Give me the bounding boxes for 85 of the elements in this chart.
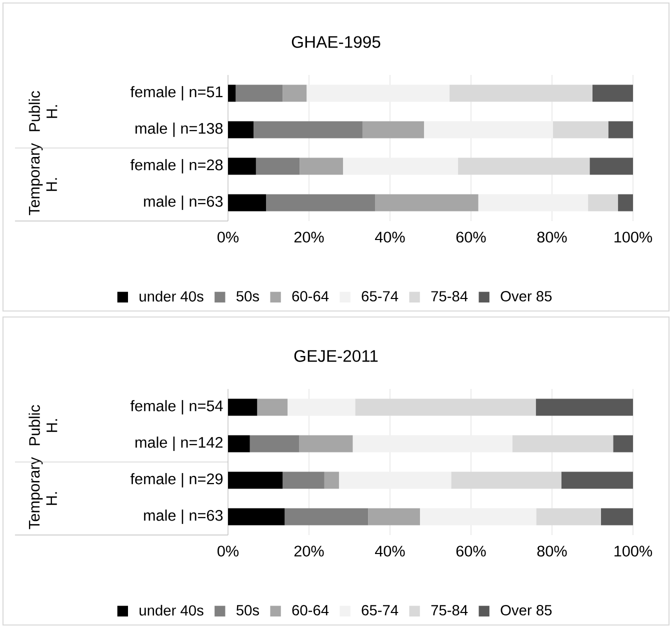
bar xyxy=(256,158,300,175)
legend-label: Over 85 xyxy=(500,291,552,302)
x-tick-label: 20% xyxy=(294,232,324,243)
bar xyxy=(228,121,254,138)
y-tick-label: female | n=51 xyxy=(130,86,223,100)
bar xyxy=(552,121,608,138)
legend-label: 65-74 xyxy=(362,605,398,616)
x-tick-label: 80% xyxy=(537,232,567,243)
bar xyxy=(284,508,368,526)
bar xyxy=(536,398,633,416)
bar xyxy=(228,435,250,452)
bar xyxy=(362,121,424,138)
bar xyxy=(306,84,450,102)
bar xyxy=(592,84,633,102)
y-tick-label: female | n=29 xyxy=(130,473,223,488)
bar xyxy=(257,398,288,416)
bar xyxy=(588,194,618,212)
bar xyxy=(228,398,258,416)
bar xyxy=(228,194,266,212)
legend-label: 50s xyxy=(236,291,260,302)
legend-label: 60-64 xyxy=(292,605,329,616)
bar xyxy=(288,398,356,416)
bar xyxy=(338,472,452,489)
bar xyxy=(254,121,362,138)
bar xyxy=(228,84,236,102)
text: Public H. xyxy=(28,91,58,132)
y-tick-label: male | n=63 xyxy=(144,196,223,210)
bar xyxy=(458,158,590,175)
bar xyxy=(451,472,562,489)
x-tick-label: 100% xyxy=(614,232,652,243)
legend-label: Over 85 xyxy=(500,605,552,616)
legend-label: 65-74 xyxy=(362,291,398,302)
bar xyxy=(228,158,256,175)
y-tick-label: female | n=28 xyxy=(130,159,223,174)
bar xyxy=(343,158,458,175)
bar xyxy=(228,508,285,526)
bar xyxy=(450,84,592,102)
bar xyxy=(266,194,376,212)
text: Temporary H. xyxy=(28,143,57,216)
y-tick-label: male | n=138 xyxy=(136,122,223,137)
bar xyxy=(613,435,633,452)
chart-title: GEJE-2011 xyxy=(294,350,378,362)
bar xyxy=(601,508,633,526)
bar xyxy=(478,194,588,212)
x-tick-label: 60% xyxy=(456,546,486,557)
x-tick-label: 80% xyxy=(537,546,567,557)
bar xyxy=(324,472,339,489)
legend-label: 75-84 xyxy=(431,291,468,302)
bar xyxy=(282,472,324,489)
bar xyxy=(250,435,300,452)
legend-label: under 40s xyxy=(140,604,204,616)
bar xyxy=(375,194,478,212)
bar xyxy=(236,84,283,102)
x-tick-label: 100% xyxy=(614,546,652,557)
bar xyxy=(536,508,602,526)
bar xyxy=(352,435,512,452)
chart-title: GHAE-1995 xyxy=(292,36,380,48)
bar xyxy=(561,472,633,489)
bar xyxy=(608,121,633,138)
x-tick-label: 0% xyxy=(218,546,239,557)
bar xyxy=(228,472,283,489)
legend-label: under 40s xyxy=(140,290,204,302)
legend-label: 60-64 xyxy=(292,291,329,302)
text: Public H. xyxy=(28,405,58,446)
bar xyxy=(299,435,353,452)
bar xyxy=(420,508,536,526)
y-tick-label: male | n=142 xyxy=(136,436,222,451)
x-tick-label: 40% xyxy=(375,232,405,243)
bar xyxy=(618,194,633,212)
x-tick-label: 60% xyxy=(456,232,486,243)
x-tick-label: 20% xyxy=(294,546,324,557)
bar xyxy=(300,158,344,175)
text: Temporary H. xyxy=(28,457,57,530)
y-tick-label: male | n=63 xyxy=(144,510,223,524)
bar xyxy=(512,435,614,452)
y-tick-label: female | n=54 xyxy=(130,400,223,414)
x-tick-label: 0% xyxy=(218,232,239,243)
bar xyxy=(355,398,536,416)
x-tick-label: 40% xyxy=(375,546,405,557)
legend-label: 50s xyxy=(236,605,260,616)
bar xyxy=(424,121,553,138)
bar xyxy=(282,84,307,102)
legend-label: 75-84 xyxy=(431,605,468,616)
bar xyxy=(368,508,420,526)
bar xyxy=(590,158,633,175)
